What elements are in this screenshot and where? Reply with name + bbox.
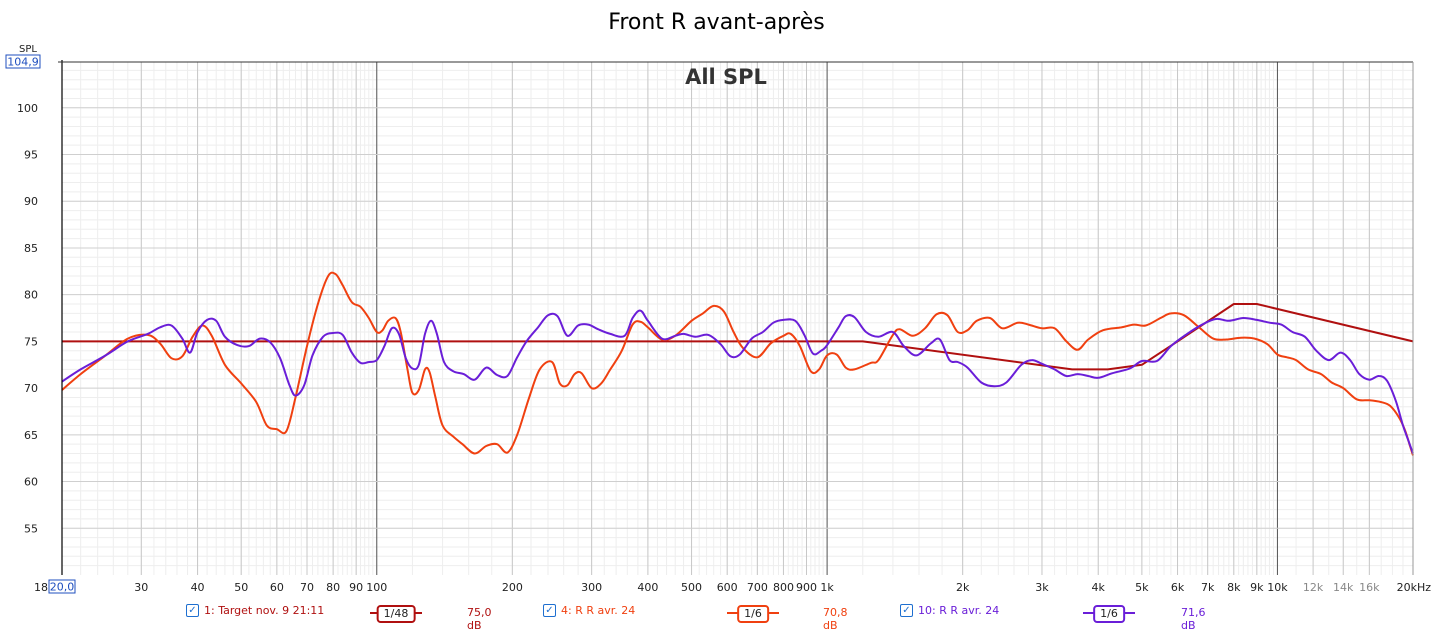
x-tick-label: 900: [796, 581, 817, 594]
x-tick-label: 2k: [956, 581, 970, 594]
legend-entry-target[interactable]: ✓ 1: Target nov. 9 21:11: [186, 604, 324, 617]
y-tick-label: 90: [24, 195, 38, 208]
x-min-readout: 20,0: [50, 581, 75, 594]
checkbox-icon[interactable]: ✓: [186, 604, 199, 617]
y-tick-label: 60: [24, 476, 38, 489]
checkbox-icon[interactable]: ✓: [543, 604, 556, 617]
x-tick-label: 9k: [1250, 581, 1264, 594]
x-tick-label: 7k: [1201, 581, 1215, 594]
y-max-readout: 104,9: [7, 56, 39, 69]
y-tick-label: 85: [24, 242, 38, 255]
x-tick-label: 100: [366, 581, 387, 594]
x-tick-label: 700: [747, 581, 768, 594]
chart-title: Front R avant-après: [608, 10, 825, 35]
y-tick-label: 100: [17, 102, 38, 115]
smoothing-control-target[interactable]: 1/48: [370, 605, 422, 623]
y-tick-label: 75: [24, 335, 38, 348]
legend-entry-before[interactable]: ✓ 4: R R avr. 24: [543, 604, 635, 617]
x-tick-label: 16k: [1359, 581, 1380, 594]
x-tick-label: 20kHz: [1397, 581, 1432, 594]
x-tick-label: 70: [300, 581, 314, 594]
series-lines: [61, 271, 1414, 456]
x-tick-label: 40: [191, 581, 205, 594]
x-tick-label: 6k: [1171, 581, 1185, 594]
x-tick-label: 3k: [1035, 581, 1049, 594]
y-tick-label: 80: [24, 289, 38, 302]
series-line-after: [61, 309, 1414, 454]
x-tick-label: 10k: [1267, 581, 1288, 594]
legend-entry-after[interactable]: ✓ 10: R R avr. 24: [900, 604, 999, 617]
x-tick-label: 800: [773, 581, 794, 594]
x-tick-label: 5k: [1135, 581, 1149, 594]
y-tick-label: 70: [24, 382, 38, 395]
x-tick-label: 8k: [1227, 581, 1241, 594]
x-tick-label: 18: [34, 581, 48, 594]
legend-level: 70,8 dB: [823, 606, 848, 632]
x-tick-label: 600: [717, 581, 738, 594]
smoothing-label: 1/48: [376, 605, 416, 623]
series-line-target: [62, 303, 1414, 371]
x-tick-label: 200: [502, 581, 523, 594]
legend-level: 75,0 dB: [467, 606, 492, 632]
y-axis-label: SPL: [19, 44, 37, 55]
x-tick-label: 500: [681, 581, 702, 594]
x-tick-label: 30: [134, 581, 148, 594]
y-tick-label: 65: [24, 429, 38, 442]
legend-series-name: 10: R R avr. 24: [918, 604, 1000, 617]
x-tick-label: 4k: [1092, 581, 1106, 594]
x-tick-label: 12k: [1303, 581, 1324, 594]
legend-series-name: 1: Target nov. 9 21:11: [204, 604, 325, 617]
grid: [61, 62, 1414, 575]
y-max-readout-box: [5, 54, 41, 69]
smoothing-control-after[interactable]: 1/6: [1083, 605, 1135, 623]
y-tick-label: 55: [24, 522, 38, 535]
x-min-readout-box: [48, 579, 76, 594]
legend-series-name: 4: R R avr. 24: [561, 604, 636, 617]
smoothing-label: 1/6: [737, 605, 769, 623]
smoothing-control-before[interactable]: 1/6: [727, 605, 779, 623]
x-tick-label: 50: [234, 581, 248, 594]
x-tick-label: 90: [349, 581, 363, 594]
x-tick-label: 400: [637, 581, 658, 594]
x-tick-label: 1k: [820, 581, 834, 594]
x-tick-label: 14k: [1333, 581, 1354, 594]
x-tick-label: 300: [581, 581, 602, 594]
y-tick-label: 95: [24, 149, 38, 162]
series-line-before: [61, 271, 1414, 456]
checkbox-icon[interactable]: ✓: [900, 604, 913, 617]
x-tick-label: 80: [326, 581, 340, 594]
smoothing-label: 1/6: [1093, 605, 1125, 623]
overlay-label: All SPL: [685, 65, 767, 89]
legend-level: 71,6 dB: [1181, 606, 1206, 632]
x-tick-label: 60: [270, 581, 284, 594]
